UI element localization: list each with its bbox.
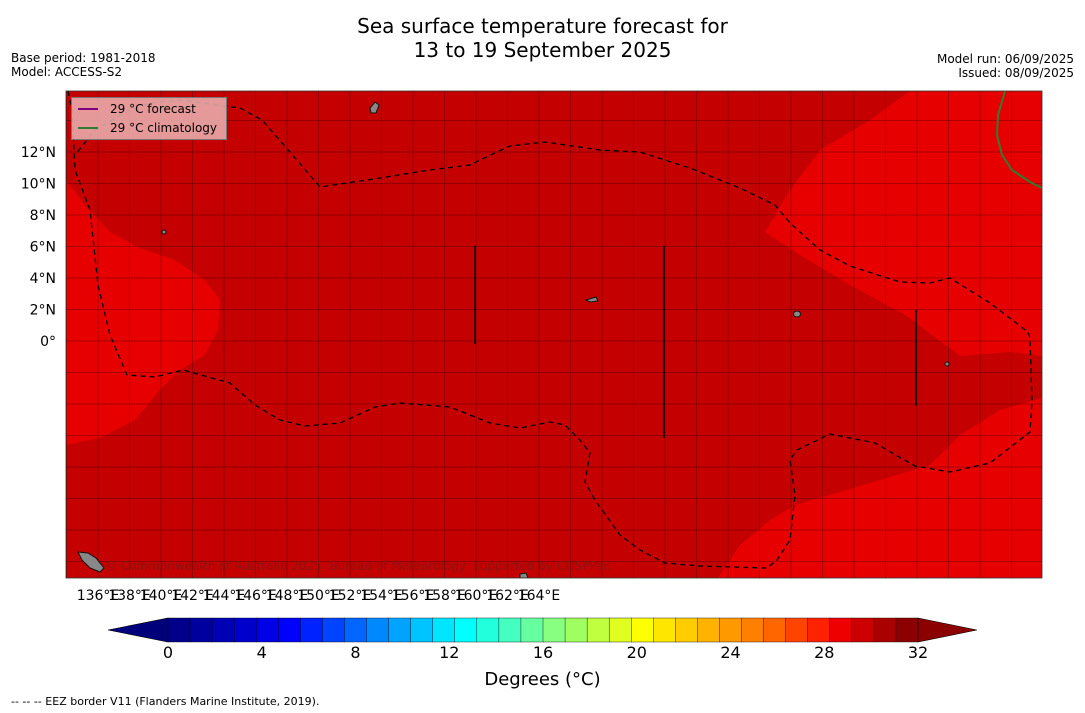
climatology-contour (995, 91, 1042, 189)
y-tick-label: 4°N (30, 271, 56, 287)
colorbar-tick-label: 24 (720, 643, 740, 662)
eez-footnote: -- -- -- EEZ border V11 (Flanders Marine… (11, 695, 320, 708)
colorbar-segment (564, 617, 588, 643)
x-tick-label: 158°E (423, 588, 466, 604)
meta-right: Model run: 06/09/2025 Issued: 08/09/2025 (937, 52, 1074, 80)
x-tick-label: 148°E (266, 588, 309, 604)
colorbar-tick-label: 8 (350, 643, 360, 662)
x-tick-label: 160°E (455, 588, 498, 604)
x-tick-label: 164°E (518, 588, 561, 604)
map-gridlines (66, 91, 1042, 578)
colorbar-segment (697, 617, 720, 643)
colorbar-segment (189, 617, 213, 643)
x-tick-label: 156°E (392, 588, 435, 604)
colorbar-units-label: Degrees (°C) (484, 669, 601, 690)
colorbar-segment (344, 617, 368, 643)
copyright-notice: © Commonwealth of Australia 2025, Bureau… (105, 559, 611, 573)
data-artifact-lines (474, 246, 917, 438)
title-line-2: 13 to 19 September 2025 (413, 38, 672, 62)
legend: 29 °C forecast 29 °C climatology (71, 97, 227, 140)
colorbar-segment (410, 617, 434, 643)
colorbar-segment (741, 617, 765, 643)
colorbar-tick-labels: 0 4 8 12 16 20 24 28 32 (163, 643, 928, 662)
colorbar-tick-label: 4 (257, 643, 267, 662)
meta-left: Base period: 1981-2018 Model: ACCESS-S2 (11, 51, 156, 79)
colorbar-segment (763, 617, 787, 643)
colorbar-segment (542, 617, 566, 643)
colorbar-segment (256, 617, 279, 643)
colorbar-segment (300, 617, 323, 643)
y-tick-label: 2°N (30, 303, 56, 319)
colorbar-segment (653, 617, 676, 643)
title-line-1: Sea surface temperature forecast for (357, 14, 728, 38)
map-frame (65, 90, 1043, 579)
issued-date: Issued: 08/09/2025 (958, 66, 1074, 80)
legend-forecast: 29 °C forecast (78, 102, 196, 116)
colorbar-over-arrow (917, 617, 978, 643)
x-tick-label: 142°E (171, 588, 214, 604)
x-tick-label: 140°E (140, 588, 183, 604)
colorbar-tick-label: 28 (814, 643, 834, 662)
eez-border-west (67, 91, 1033, 569)
colorbar-segment (432, 617, 456, 643)
model-run: Model run: 06/09/2025 (936, 52, 1074, 66)
forecast-line-swatch (78, 108, 98, 110)
colorbar-segment (895, 617, 919, 643)
colorbar-under-arrow (107, 617, 169, 643)
colorbar-segment (873, 617, 897, 643)
colorbar-tick-label: 0 (163, 643, 173, 662)
colorbar-segment (322, 617, 345, 643)
base-period: Base period: 1981-2018 (11, 51, 156, 65)
climatology-line-swatch (78, 127, 98, 129)
legend-climatology-label: 29 °C climatology (110, 121, 218, 135)
y-tick-label: 8°N (30, 208, 56, 224)
colorbar-tick-label: 20 (627, 643, 647, 662)
colorbar-segment (498, 617, 522, 643)
map-area (66, 91, 1042, 578)
x-tick-label: 154°E (360, 588, 403, 604)
x-tick-label: 146°E (234, 588, 277, 604)
model-name: Model: ACCESS-S2 (11, 65, 123, 79)
y-tick-label: 10°N (21, 177, 56, 193)
x-axis-ticks: 136°E138°E140°E142°E144°E146°E148°E150°E… (77, 588, 561, 604)
x-tick-label: 150°E (297, 588, 340, 604)
colorbar-segment (675, 617, 698, 643)
colorbar-segment (366, 617, 390, 643)
colorbar-segment (851, 617, 875, 643)
colorbar-segment (388, 617, 412, 643)
colorbar-segment (211, 617, 235, 643)
colorbar-segment (829, 617, 853, 643)
colorbar-segment (586, 617, 610, 643)
colorbar-segment (631, 617, 654, 643)
islands (77, 101, 950, 578)
colorbar-tick-label: 12 (439, 643, 459, 662)
colorbar-segment (454, 617, 478, 643)
y-tick-label: 0° (40, 334, 56, 350)
colorbar-segment (520, 617, 544, 643)
x-tick-label: 136°E (77, 588, 120, 604)
x-tick-label: 138°E (108, 588, 151, 604)
colorbar-tick-label: 32 (908, 643, 928, 662)
colorbar-segment (233, 617, 257, 643)
colorbar-segment (785, 617, 809, 643)
y-tick-label: 12°N (21, 145, 56, 161)
colorbar (107, 617, 978, 643)
sst-field-30-31 (66, 91, 1042, 578)
colorbar-segment (719, 617, 743, 643)
chart-title: Sea surface temperature forecast for 13 … (0, 14, 1085, 62)
colorbar-segment (608, 617, 632, 643)
legend-forecast-label: 29 °C forecast (110, 102, 196, 116)
colorbar-segment (167, 617, 191, 643)
colorbar-segment (278, 617, 301, 643)
x-tick-label: 152°E (329, 588, 372, 604)
legend-climatology: 29 °C climatology (78, 121, 217, 135)
x-tick-label: 144°E (203, 588, 246, 604)
y-axis-ticks: 12°N 10°N 8°N 6°N 4°N 2°N 0° (21, 145, 56, 350)
colorbar-segment (476, 617, 500, 643)
colorbar-segment (807, 617, 831, 643)
x-tick-label: 162°E (486, 588, 529, 604)
y-tick-label: 6°N (30, 240, 56, 256)
colorbar-tick-label: 16 (533, 643, 553, 662)
